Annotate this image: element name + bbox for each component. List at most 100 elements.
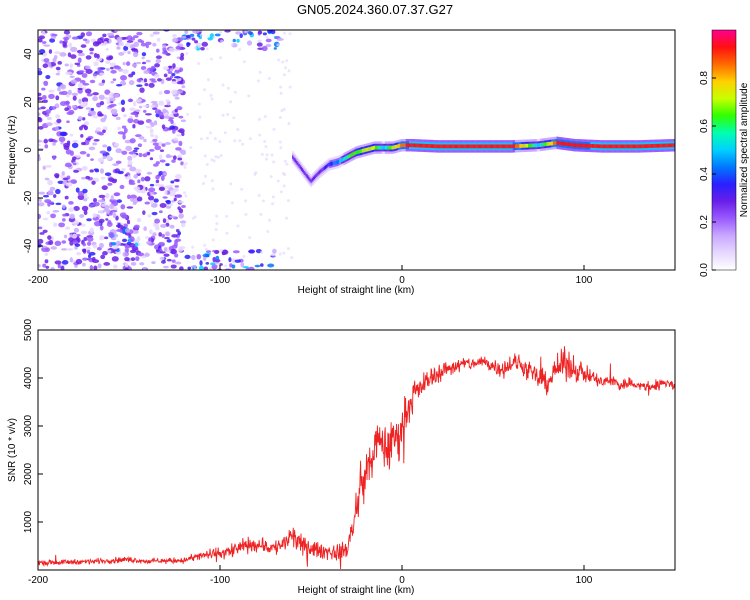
spectrogram-ridge-cell bbox=[496, 144, 498, 149]
spectrogram-noise-cell bbox=[161, 260, 166, 264]
spectrogram-noise-cell bbox=[120, 204, 126, 210]
spectrogram-ridge-cell bbox=[647, 144, 649, 149]
spectrogram-noise-cell bbox=[69, 240, 74, 246]
spectrogram-ridge-cell bbox=[585, 143, 588, 148]
spectrogram-noise-cell bbox=[154, 145, 162, 151]
spectrogram-ridge-cell bbox=[673, 143, 675, 148]
spectrogram-noise-cell bbox=[38, 96, 43, 101]
spectrogram-ridge-cell bbox=[611, 144, 613, 149]
spectrogram-noise-cell bbox=[52, 142, 56, 146]
spectrogram-noise-cell bbox=[258, 133, 262, 137]
spectrogram-noise-cell bbox=[139, 262, 145, 266]
spectrogram-noise-cell bbox=[254, 171, 258, 175]
spectrogram-noise-cell bbox=[72, 233, 78, 239]
spectrogram-noise-cell bbox=[54, 260, 62, 265]
spectrogram-ridge-cell bbox=[298, 163, 301, 168]
spectrogram-noise-cell bbox=[150, 104, 156, 108]
spectrogram-noise-cell bbox=[172, 123, 177, 127]
spectrogram-noise-cell bbox=[144, 176, 151, 182]
spectrogram-ridge-cell bbox=[509, 144, 511, 149]
y-tick-label: 1000 bbox=[23, 510, 34, 533]
spectrogram-noise-cell bbox=[168, 184, 173, 188]
spectrogram-noise-cell bbox=[256, 79, 260, 83]
spectrogram-ridge-cell bbox=[466, 144, 469, 149]
spectrogram-noise-cell bbox=[88, 203, 94, 208]
spectrogram-ridge-cell bbox=[392, 145, 394, 150]
spectrogram-noise-cell bbox=[265, 153, 269, 157]
spectrogram-noise-cell bbox=[130, 48, 138, 51]
spectrogram-noise-cell bbox=[48, 49, 53, 54]
spectrogram-noise-cell bbox=[55, 188, 61, 195]
spectrogram-noise-cell bbox=[205, 163, 209, 167]
spectrogram-noise-cell bbox=[214, 33, 221, 37]
spectrogram-ridge-cell bbox=[448, 144, 450, 149]
spectrogram-noise-cell bbox=[142, 267, 147, 270]
spectrogram-noise-cell bbox=[122, 214, 128, 219]
spectrogram-ridge-cell bbox=[395, 144, 398, 149]
spectrogram-noise-cell bbox=[119, 184, 125, 190]
spectrogram-noise-cell bbox=[285, 216, 289, 220]
spectrogram-noise-cell bbox=[71, 156, 77, 161]
spectrogram-ridge-cell bbox=[378, 145, 380, 150]
spectrogram-noise-cell bbox=[90, 110, 97, 116]
spectrogram-ridge-cell bbox=[459, 144, 461, 149]
spectrogram-ridge-cell bbox=[437, 144, 439, 149]
spectrogram-noise-cell bbox=[92, 244, 98, 249]
spectrogram-noise-cell bbox=[84, 88, 92, 94]
spectrogram-noise-cell bbox=[54, 173, 60, 178]
spectrogram-noise-cell bbox=[174, 261, 182, 265]
snr-y-label: SNR (10 * v/v) bbox=[7, 418, 18, 482]
spectrogram-noise-cell bbox=[137, 143, 142, 148]
spectrogram-noise-cell bbox=[169, 75, 174, 79]
spectrogram-ridge-cell bbox=[380, 145, 382, 150]
spectrogram-noise-cell bbox=[267, 218, 271, 222]
spectrogram-noise-cell bbox=[83, 209, 88, 216]
spectrogram-noise-cell bbox=[71, 92, 79, 96]
spectrogram-noise-cell bbox=[169, 215, 176, 219]
spectrogram-noise-cell bbox=[184, 162, 188, 166]
spectrogram-noise-cell bbox=[232, 250, 240, 254]
spectrogram-ridge-cell bbox=[468, 144, 470, 149]
spectrogram-noise-cell bbox=[51, 33, 58, 37]
spectrogram-noise-cell bbox=[199, 137, 203, 141]
spectrogram-noise-cell bbox=[265, 157, 269, 161]
spectrogram-ridge-cell bbox=[644, 144, 647, 149]
spectrogram-ridge-cell bbox=[344, 156, 346, 161]
spectrogram-noise-cell bbox=[126, 35, 133, 41]
spectrogram-noise-cell bbox=[105, 60, 111, 65]
spectrogram-ridge-cell bbox=[406, 143, 409, 148]
spectrogram-noise-cell bbox=[211, 187, 215, 191]
spectrogram-ridge-cell bbox=[567, 142, 569, 147]
spectrogram-noise-cell bbox=[69, 133, 74, 137]
spectrogram-noise-cell bbox=[175, 173, 182, 180]
spectrogram-noise-cell bbox=[236, 224, 240, 228]
spectrogram-noise-cell bbox=[149, 133, 155, 137]
spectrogram-noise-cell bbox=[129, 138, 136, 144]
spectrogram-noise-cell bbox=[66, 111, 74, 115]
spectrogram-noise-cell bbox=[148, 229, 153, 235]
spectrogram-noise-cell bbox=[261, 45, 268, 52]
spectrogram-ridge-cell bbox=[411, 143, 413, 148]
spectrogram-noise-cell bbox=[143, 109, 147, 113]
spectrogram-ridge-cell bbox=[563, 141, 565, 146]
spectrogram-noise-cell bbox=[41, 140, 45, 144]
spectrogram-noise-cell bbox=[142, 153, 148, 158]
spectrogram-noise-cell bbox=[150, 100, 158, 104]
spectrogram-noise-cell bbox=[165, 163, 170, 167]
spectrogram-noise-cell bbox=[126, 219, 131, 225]
spectrogram-ridge-cell bbox=[537, 143, 540, 148]
spectrogram-noise-cell bbox=[223, 131, 227, 135]
spectrogram-noise-cell bbox=[210, 158, 214, 162]
spectrogram-noise-cell bbox=[89, 265, 94, 270]
spectrogram-noise-cell bbox=[46, 116, 53, 121]
spectrogram-noise-cell bbox=[116, 36, 123, 43]
spectrogram-ridge-cell bbox=[442, 144, 445, 149]
spectrogram-noise-cell bbox=[149, 33, 155, 37]
spectrogram-ridge-cell bbox=[319, 169, 321, 174]
spectrogram-noise-cell bbox=[80, 133, 84, 138]
spectrogram-noise-cell bbox=[219, 31, 223, 35]
colorbar-tick-label: 0.8 bbox=[699, 71, 710, 85]
spectrogram-ridge-cell bbox=[421, 143, 423, 148]
spectrogram-noise-cell bbox=[38, 49, 46, 54]
spectrogram-noise-cell bbox=[44, 144, 49, 149]
